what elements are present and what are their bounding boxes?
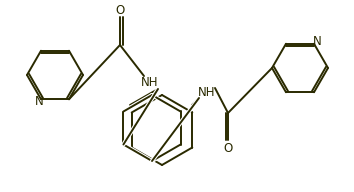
- Text: NH: NH: [198, 87, 216, 99]
- Text: N: N: [35, 95, 44, 108]
- Text: N: N: [313, 35, 321, 48]
- Text: O: O: [115, 3, 125, 17]
- Text: NH: NH: [141, 75, 159, 89]
- Text: O: O: [223, 142, 233, 155]
